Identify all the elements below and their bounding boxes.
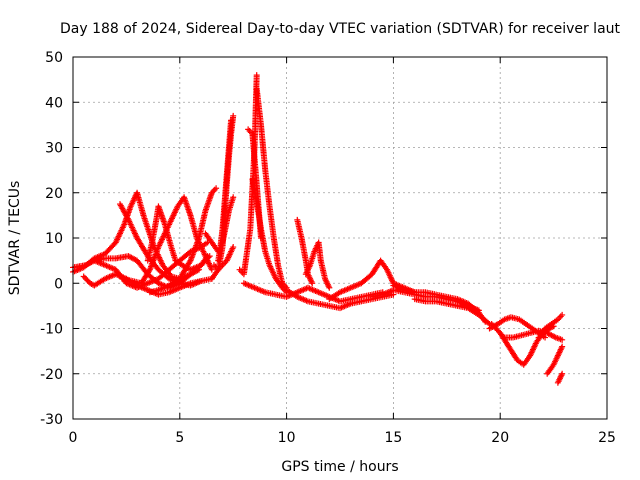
y-tick-label: 50 [45, 50, 63, 66]
grid-lines [73, 57, 607, 419]
data-point [208, 266, 215, 273]
data-point [230, 112, 237, 119]
data-point [213, 185, 220, 192]
data-point [559, 336, 566, 343]
data-point [559, 343, 566, 350]
data-point [559, 370, 566, 377]
x-tick-label: 20 [491, 430, 509, 446]
data-point [309, 280, 316, 287]
y-tick-label: 20 [45, 186, 63, 202]
data-point [559, 311, 566, 318]
x-tick-label: 0 [69, 430, 78, 446]
x-tick-label: 15 [384, 430, 402, 446]
x-tick-label: 5 [175, 430, 184, 446]
data-markers [70, 72, 566, 386]
axis-ticks: 0 5 10 15 20 25 -30 -20 -10 0 10 20 30 40 50 [40, 50, 616, 446]
data-point [253, 72, 260, 79]
data-point [230, 194, 237, 201]
data-point [228, 117, 235, 124]
data-point [204, 239, 211, 246]
y-tick-label: 0 [54, 276, 63, 292]
y-tick-label: 10 [45, 231, 63, 247]
data-marker [485, 319, 492, 326]
x-axis-label: GPS time / hours [281, 459, 398, 475]
data-marker [205, 254, 212, 261]
y-tick-label: 30 [45, 141, 63, 157]
x-tick-label: 10 [278, 430, 296, 446]
y-tick-label: -10 [40, 322, 63, 338]
data-point [257, 235, 264, 241]
y-tick-label: 40 [45, 95, 63, 111]
data-point [326, 284, 333, 291]
y-axis-label: SDTVAR / TECUs [7, 181, 23, 296]
data-marker [186, 259, 193, 266]
chart-title: Day 188 of 2024, Sidereal Day-to-day VTE… [60, 21, 621, 37]
data-point [230, 244, 237, 251]
data-point [206, 253, 213, 260]
x-tick-label: 25 [598, 430, 616, 446]
y-tick-label: -30 [40, 412, 63, 428]
y-tick-label: -20 [40, 367, 63, 383]
